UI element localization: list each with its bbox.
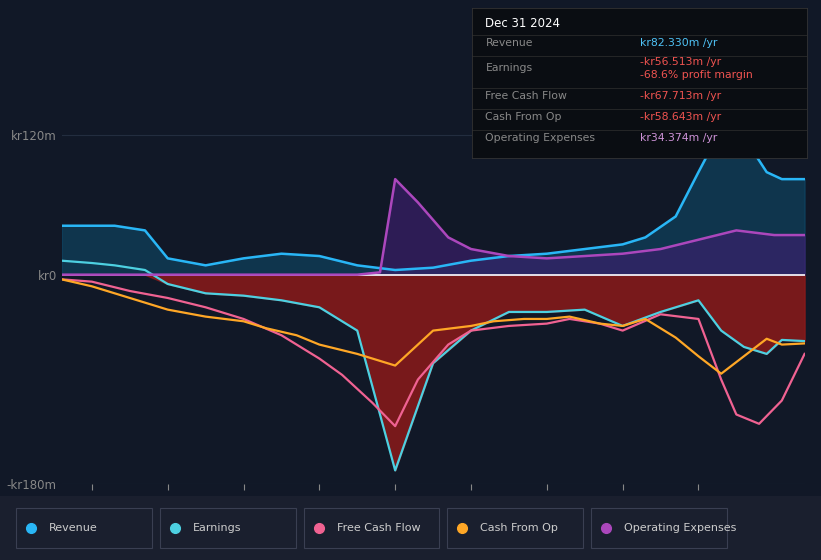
FancyBboxPatch shape bbox=[447, 508, 583, 548]
FancyBboxPatch shape bbox=[304, 508, 439, 548]
Text: Cash From Op: Cash From Op bbox=[485, 112, 562, 122]
FancyBboxPatch shape bbox=[160, 508, 296, 548]
Text: Operating Expenses: Operating Expenses bbox=[485, 133, 595, 143]
Text: Earnings: Earnings bbox=[485, 63, 533, 73]
Text: Dec 31 2024: Dec 31 2024 bbox=[485, 17, 561, 30]
Text: Revenue: Revenue bbox=[49, 524, 98, 534]
Text: Revenue: Revenue bbox=[485, 38, 533, 48]
FancyBboxPatch shape bbox=[16, 508, 152, 548]
Text: Earnings: Earnings bbox=[193, 524, 241, 534]
Text: -kr58.643m /yr: -kr58.643m /yr bbox=[640, 112, 721, 122]
Text: -68.6% profit margin: -68.6% profit margin bbox=[640, 70, 752, 80]
Text: kr82.330m /yr: kr82.330m /yr bbox=[640, 38, 717, 48]
FancyBboxPatch shape bbox=[591, 508, 727, 548]
Text: Free Cash Flow: Free Cash Flow bbox=[485, 91, 567, 101]
Text: -kr56.513m /yr: -kr56.513m /yr bbox=[640, 58, 721, 67]
Text: Free Cash Flow: Free Cash Flow bbox=[337, 524, 420, 534]
Text: -kr67.713m /yr: -kr67.713m /yr bbox=[640, 91, 721, 101]
Text: kr34.374m /yr: kr34.374m /yr bbox=[640, 133, 717, 143]
Text: Operating Expenses: Operating Expenses bbox=[624, 524, 736, 534]
Text: Cash From Op: Cash From Op bbox=[480, 524, 558, 534]
